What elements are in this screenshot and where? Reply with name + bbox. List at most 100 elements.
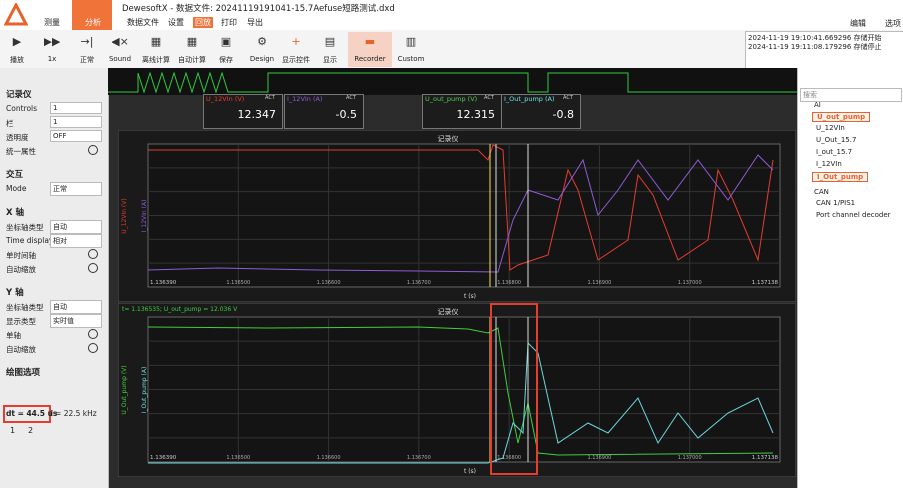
title-bar (0, 0, 903, 30)
setting-value[interactable]: 正常 (50, 182, 102, 196)
svg-text:▬: ▬ (365, 35, 375, 48)
svg-text:▶: ▶ (13, 35, 22, 48)
tree-item[interactable]: U_out_pump (812, 112, 871, 122)
tree-item[interactable]: I_out_15.7 (816, 148, 853, 156)
tree-item[interactable]: Port channel decoder (816, 211, 891, 219)
tab-button[interactable]: 分析 (85, 18, 101, 27)
svg-text:▤: ▤ (325, 35, 335, 48)
menu-item[interactable]: 选项 (885, 19, 901, 28)
setting-value[interactable]: 1 (50, 102, 102, 114)
x-tick-label: 1.136800 (497, 455, 521, 461)
trace (147, 154, 774, 273)
toolbar-icon: ▣ (218, 33, 234, 53)
tree-item[interactable]: I_12VIn (816, 160, 842, 168)
dt-highlight (3, 405, 51, 423)
checkbox[interactable] (88, 249, 98, 259)
x-tick-label: 1.137000 (678, 455, 702, 461)
toolbar-button[interactable]: 播放 (10, 56, 24, 64)
section-title: 绘图选项 (6, 368, 41, 378)
setting-label: Controls (6, 104, 38, 113)
toolbar-button[interactable]: 自动计算 (178, 56, 206, 64)
toolbar-icon: ▥ (403, 33, 419, 53)
svg-text:▶▶: ▶▶ (44, 35, 60, 48)
setting-label: 单时间轴 (6, 251, 36, 260)
toolbar-button[interactable]: 保存 (219, 56, 233, 64)
trace (148, 144, 774, 271)
right-panel (797, 68, 903, 488)
setting-value[interactable]: 相对 (50, 234, 102, 248)
tree-item[interactable]: U_12VIn (816, 124, 845, 132)
menu-item[interactable]: 设置 (168, 18, 184, 27)
tab-button[interactable]: 测量 (44, 18, 60, 27)
x-tick-label: 1.136500 (226, 455, 250, 461)
tree-group[interactable]: AI (814, 101, 821, 109)
toolbar-icon: ◀× (111, 33, 129, 53)
toolbar-icon: ▶▶ (44, 33, 61, 53)
log-line: 2024-11-19 19:11:08.179296 存储停止 (748, 43, 882, 51)
meter-name: U_12VIn (V) (206, 95, 245, 103)
tree-item[interactable]: I_Out_pump (812, 172, 869, 182)
x-axis-label: t (s) (464, 468, 476, 475)
meter-name: I_12VIn (A) (287, 95, 323, 103)
toolbar-button[interactable]: 正常 (80, 56, 94, 64)
x-tick-label: 1.136900 (587, 455, 611, 461)
menu-item[interactable]: 打印 (221, 18, 237, 27)
setting-value[interactable]: OFF (50, 130, 102, 142)
recorder-highlight (348, 32, 392, 67)
setting-label: 自动缩放 (6, 345, 36, 354)
meter-value: 12.347 (237, 108, 277, 121)
setting-label: 栏 (6, 119, 14, 128)
menu-item[interactable]: 导出 (247, 18, 263, 27)
setting-label: 统一属性 (6, 147, 36, 156)
cursor-readout: t= 1.136535; U_out_pump = 12.036 V (122, 306, 238, 313)
menu-item[interactable]: 编辑 (850, 19, 866, 28)
setting-label: 透明度 (6, 133, 29, 142)
x-tick-label: 1.136800 (497, 280, 521, 286)
checkbox[interactable] (88, 263, 98, 273)
menu-item[interactable]: 数据文件 (127, 18, 159, 27)
chart-title: 记录仪 (438, 308, 459, 316)
svg-text:▥: ▥ (406, 35, 416, 48)
y-axis-label: I_12VIn (A) (141, 200, 148, 233)
x-tick-label: 1.136500 (226, 280, 250, 286)
setting-label: Time display (6, 236, 54, 245)
toolbar-button[interactable]: Design (249, 55, 275, 63)
menu-item[interactable]: 回放 (193, 17, 213, 28)
toolbar-button[interactable]: Custom (397, 55, 425, 63)
x-tick-label: 1.136600 (317, 455, 341, 461)
lock[interactable]: 2 (28, 426, 34, 435)
log-line: 2024-11-19 19:10:41.669296 存储开始 (748, 34, 882, 42)
setting-value[interactable]: 自动 (50, 300, 102, 314)
svg-text:+: + (291, 35, 300, 48)
toolbar-icon: ⚙ (254, 33, 270, 53)
chart-title: 记录仪 (438, 135, 459, 143)
toolbar-button[interactable]: Sound (108, 55, 132, 63)
setting-value[interactable]: 1 (50, 116, 102, 128)
toolbar-button[interactable]: 1x (47, 55, 57, 63)
toolbar-button[interactable]: 显示 (323, 56, 337, 64)
tree-group[interactable]: CAN (814, 188, 829, 196)
tab-highlight (72, 0, 112, 30)
toolbar-button[interactable]: Recorder (354, 55, 386, 63)
checkbox[interactable] (88, 329, 98, 339)
search-box[interactable]: 搜索 (800, 88, 902, 102)
x-tick-label: 1.136700 (407, 280, 431, 286)
setting-value[interactable]: 自动 (50, 220, 102, 234)
y-axis-label: U_12VIn (V) (121, 198, 128, 233)
x-tick-label: 1.137000 (678, 280, 702, 286)
toolbar-button[interactable]: 显示控件 (282, 56, 310, 64)
section-title: 记录仪 (6, 90, 32, 100)
x-start: 1.136390 (150, 455, 177, 461)
lock[interactable]: 1 (10, 426, 16, 435)
checkbox[interactable] (88, 145, 98, 155)
tree-item[interactable]: U_Out_15.7 (816, 136, 857, 144)
setting-label: 显示类型 (6, 317, 36, 326)
tree-item[interactable]: CAN 1/PIS1 (816, 199, 856, 207)
setting-value[interactable]: 实时值 (50, 314, 102, 328)
toolbar-button[interactable]: 离线计算 (142, 56, 170, 64)
checkbox[interactable] (88, 343, 98, 353)
svg-text:⚙: ⚙ (257, 35, 267, 48)
logo (4, 3, 28, 26)
toolbar-icon: ▬ (362, 33, 378, 53)
meter (203, 94, 283, 129)
